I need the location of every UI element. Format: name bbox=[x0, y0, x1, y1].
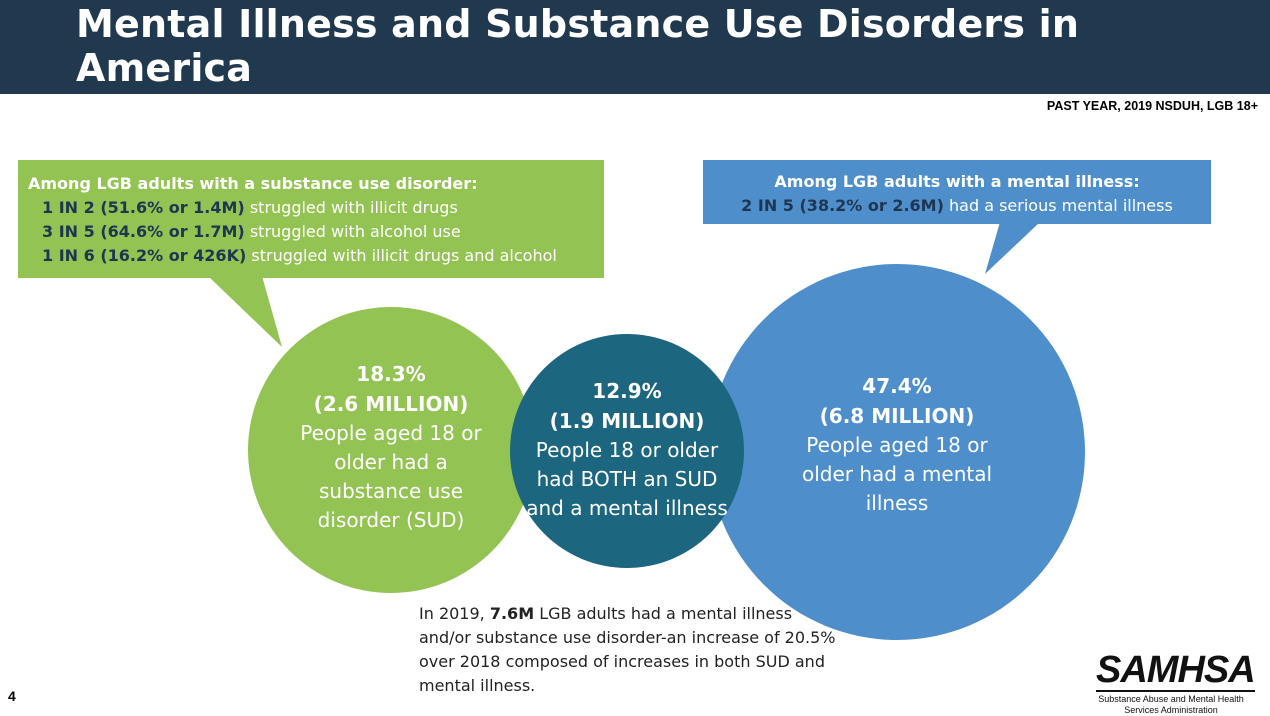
sud-count: (2.6 MILLION) bbox=[313, 392, 469, 416]
mi-callout: Among LGB adults with a mental illness: … bbox=[703, 160, 1211, 224]
title-line-2: among LGB Adults (>18 y.o.) bbox=[76, 90, 1226, 134]
source-note: PAST YEAR, 2019 NSDUH, LGB 18+ bbox=[1046, 99, 1258, 113]
mi-row-stat: 2 IN 5 (38.2% or 2.6M) bbox=[741, 196, 944, 215]
sud-callout-row: 3 IN 5 (64.6% or 1.7M) struggled with al… bbox=[28, 220, 604, 244]
sud-row-text: struggled with illicit drugs bbox=[249, 198, 458, 217]
sud-callout-pointer bbox=[208, 276, 282, 347]
sud-description: People aged 18 or older had a substance … bbox=[300, 421, 482, 532]
sud-callout-row: 1 IN 6 (16.2% or 426K) struggled with il… bbox=[28, 244, 604, 268]
sud-circle-content: 18.3% (2.6 MILLION) People aged 18 or ol… bbox=[291, 359, 491, 535]
page-title: Mental Illness and Substance Use Disorde… bbox=[76, 2, 1226, 134]
mi-row-text: had a serious mental illness bbox=[949, 196, 1173, 215]
mi-callout-header: Among LGB adults with a mental illness: bbox=[774, 172, 1140, 191]
title-line-1: Mental Illness and Substance Use Disorde… bbox=[76, 2, 1080, 90]
sud-row-stat: 1 IN 2 (51.6% or 1.4M) bbox=[42, 198, 245, 217]
sud-row-text: struggled with alcohol use bbox=[249, 222, 461, 241]
sud-row-stat: 3 IN 5 (64.6% or 1.7M) bbox=[42, 222, 245, 241]
logo-mark: SAMHSA bbox=[1096, 649, 1256, 692]
title-line-2-post: 18 y.o.) bbox=[536, 90, 698, 134]
summary-text: In 2019, 7.6M LGB adults had a mental il… bbox=[419, 602, 839, 698]
both-overlap-circle: 12.9% (1.9 MILLION) People 18 or older h… bbox=[510, 334, 744, 568]
logo-subtitle: Substance Abuse and Mental Health Servic… bbox=[1098, 694, 1244, 715]
both-count: (1.9 MILLION) bbox=[549, 408, 705, 433]
title-ge-symbol: > bbox=[504, 90, 537, 134]
sud-circle: 18.3% (2.6 MILLION) People aged 18 or ol… bbox=[248, 307, 534, 593]
both-percent: 12.9% bbox=[592, 378, 662, 403]
mi-description: People aged 18 or older had a mental ill… bbox=[801, 432, 993, 515]
sud-row-stat: 1 IN 6 (16.2% or 426K) bbox=[42, 246, 247, 265]
page-number: 4 bbox=[8, 688, 16, 704]
sud-callout-header: Among LGB adults with a substance use di… bbox=[28, 174, 478, 193]
samhsa-logo: SAMHSA Substance Abuse and Mental Health… bbox=[1096, 650, 1256, 716]
mi-percent: 47.4% bbox=[862, 373, 932, 398]
summary-pre: In 2019, bbox=[419, 604, 490, 623]
mi-callout-pointer bbox=[985, 222, 1040, 274]
summary-bold-value: 7.6M bbox=[489, 604, 535, 623]
mental-illness-circle: 47.4% (6.8 MILLION) People aged 18 or ol… bbox=[709, 264, 1085, 640]
both-description: People 18 or older had BOTH an SUD and a… bbox=[526, 437, 728, 520]
mi-circle-content: 47.4% (6.8 MILLION) People aged 18 or ol… bbox=[787, 371, 1007, 518]
title-line-2-pre: among LGB Adults ( bbox=[76, 90, 505, 134]
mi-count: (6.8 MILLION) bbox=[819, 403, 975, 428]
mi-callout-row: 2 IN 5 (38.2% or 2.6M) had a serious men… bbox=[703, 194, 1211, 218]
sud-percent: 18.3% bbox=[356, 362, 426, 386]
sud-row-text: struggled with illicit drugs and alcohol bbox=[251, 246, 557, 265]
sud-callout: Among LGB adults with a substance use di… bbox=[18, 160, 604, 278]
both-circle-content: 12.9% (1.9 MILLION) People 18 or older h… bbox=[522, 376, 732, 523]
sud-callout-row: 1 IN 2 (51.6% or 1.4M) struggled with il… bbox=[28, 196, 604, 220]
summary-post: LGB adults had a mental illness and/or s… bbox=[419, 604, 836, 695]
header-bar: Mental Illness and Substance Use Disorde… bbox=[0, 0, 1270, 134]
